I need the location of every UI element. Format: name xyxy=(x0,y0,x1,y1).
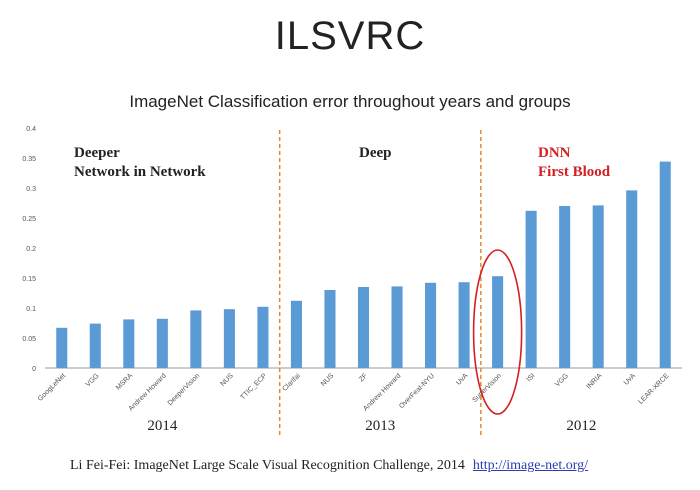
bar xyxy=(458,282,470,368)
x-tick-label: GoogLeNet xyxy=(37,372,67,402)
x-tick-label: INRIA xyxy=(585,372,603,390)
bar xyxy=(559,206,571,368)
x-tick-label: ISI xyxy=(526,372,537,383)
x-tick-label: SuperVision xyxy=(471,372,503,404)
group-year-label: 2014 xyxy=(147,418,178,434)
y-tick-label: 0 xyxy=(32,366,36,373)
y-tick-label: 0.25 xyxy=(22,216,36,223)
bar xyxy=(357,287,370,368)
x-tick-label: ZF xyxy=(358,372,369,383)
citation-text: Li Fei-Fei: ImageNet Large Scale Visual … xyxy=(70,458,465,473)
bar xyxy=(592,205,604,368)
bar xyxy=(56,327,68,368)
x-tick-label: UvA xyxy=(455,372,470,387)
y-tick-label: 0.15 xyxy=(22,276,36,283)
image-net-link[interactable]: http://image-net.org/ xyxy=(472,458,589,473)
supervision-highlight-ellipse xyxy=(472,249,523,415)
y-tick-label: 0.35 xyxy=(22,156,36,163)
x-tick-label: VGG xyxy=(85,372,101,388)
bar xyxy=(190,310,202,368)
x-tick-label: Clarifai xyxy=(281,372,302,393)
group-year-label: 2013 xyxy=(365,418,395,434)
bar xyxy=(324,290,336,368)
group-heading: Deeper xyxy=(74,145,120,161)
bar xyxy=(626,190,638,368)
bar xyxy=(492,276,504,368)
bar xyxy=(391,286,403,368)
x-tick-label: Andrew Howard xyxy=(128,372,168,412)
x-tick-label: TTIC_ECP xyxy=(239,372,268,401)
group-year-label: 2012 xyxy=(566,418,596,434)
y-tick-label: 0.05 xyxy=(22,336,36,343)
group-heading: Deep xyxy=(359,145,392,161)
bar xyxy=(290,300,302,368)
bar xyxy=(257,306,269,368)
y-tick-label: 0.3 xyxy=(26,186,36,193)
x-tick-label: OverFeat-NYU xyxy=(398,372,436,410)
group-heading: Network in Network xyxy=(74,164,206,180)
bar xyxy=(223,309,235,368)
bar xyxy=(123,319,135,368)
bar xyxy=(425,282,437,368)
bar xyxy=(89,323,101,368)
x-tick-label: Andrew Howard xyxy=(362,372,402,412)
group-heading: DNN xyxy=(538,145,571,161)
x-tick-label: VGG xyxy=(554,372,570,388)
x-tick-label: DeeperVision xyxy=(167,372,202,407)
y-tick-label: 0.4 xyxy=(26,126,36,133)
x-tick-label: NUS xyxy=(320,372,336,388)
page-title: ILSVRC xyxy=(274,14,426,58)
chart-title: ImageNet Classification error throughout… xyxy=(129,92,571,111)
y-tick-label: 0.2 xyxy=(26,246,36,253)
bar xyxy=(525,210,537,368)
x-tick-label: MSRA xyxy=(115,372,134,391)
y-tick-label: 0.1 xyxy=(26,306,36,313)
bar xyxy=(156,318,168,368)
x-tick-label: NUS xyxy=(219,372,235,388)
x-tick-label: LEAR-XRCE xyxy=(637,372,671,406)
group-heading: First Blood xyxy=(538,164,611,180)
x-tick-label: UvA xyxy=(623,372,638,387)
bar xyxy=(659,161,671,368)
citation: Li Fei-Fei: ImageNet Large Scale Visual … xyxy=(70,458,588,474)
